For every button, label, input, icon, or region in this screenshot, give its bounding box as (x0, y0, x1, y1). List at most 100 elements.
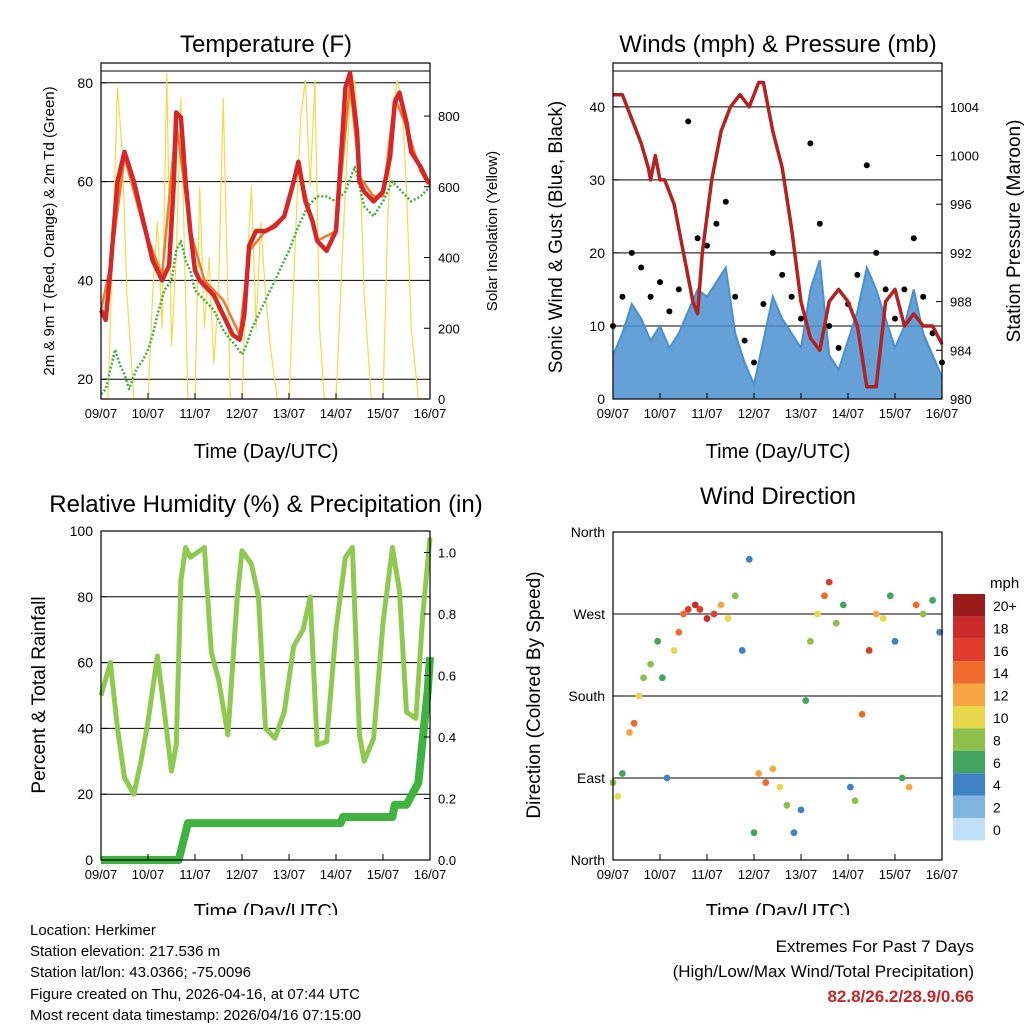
temperature-right-tick-label: 0 (438, 392, 445, 407)
direction-point (670, 647, 678, 654)
series-line-solar-insolation (101, 72, 430, 400)
winds-x-tick-label: 15/07 (879, 406, 912, 421)
colorbar-label: 20+ (993, 598, 1017, 614)
colorbar-swatch (953, 728, 985, 751)
gust-point (863, 162, 870, 169)
winds-right-tick-label: 984 (950, 343, 972, 358)
rh-left-ticks: 0 20 40 60 80 100 (70, 523, 107, 868)
winds-left-tick-label: 10 (589, 318, 605, 334)
winds-title: Winds (mph) & Pressure (mb) (619, 31, 936, 58)
direction-point (790, 829, 798, 837)
gust-point (685, 118, 692, 125)
temperature-x-tick-label: 10/07 (132, 406, 165, 421)
gust-point (816, 220, 823, 227)
rh_precip-x-tick-label: 12/07 (226, 867, 259, 882)
gust-point (779, 271, 786, 278)
winds-ylabel-left: Sonic Wind & Gust (Blue, Black) (546, 101, 567, 373)
rh-panel: Relative Humidity (%) & Precipitation (i… (29, 491, 483, 915)
direction-point (658, 674, 666, 682)
gust-point (892, 315, 898, 322)
temperature-left-tick-label: 60 (77, 174, 93, 190)
wind_direction-x-tick-label: 13/07 (785, 867, 818, 882)
temperature-panel: Temperature (F) 09/07 10/07 11/07 12/07 13/0… (41, 31, 501, 463)
rh_precip-right-tick-label: 0.8 (438, 607, 456, 622)
rh_precip-left-tick-label: 0 (85, 852, 93, 868)
info-latlon: Station lat/lon: 43.0366; -75.0096 (30, 964, 252, 982)
direction-point (647, 660, 654, 668)
direction-point (905, 783, 913, 791)
winds-left-tick-label: 30 (589, 172, 605, 188)
direction-point (717, 601, 725, 609)
colorbar-label: 0 (993, 822, 1001, 838)
gust-point (732, 293, 739, 300)
rh_precip-left-tick-label: 80 (77, 589, 93, 605)
direction-left-ticks: North East South West North (568, 524, 619, 868)
temperature-right-tick-label: 200 (438, 321, 460, 336)
direction-title: Wind Direction (700, 483, 856, 510)
gust-point (619, 293, 626, 300)
colorbar-title: mph (990, 575, 1019, 592)
winds-x-tick-label: 10/07 (644, 406, 677, 421)
winds-left-tick-label: 0 (597, 391, 605, 407)
winds-right-tick-label: 996 (950, 197, 972, 212)
direction-point (619, 770, 626, 777)
wind_direction-x-tick-label: 14/07 (832, 867, 865, 882)
extremes-title: Extremes For Past 7 Days (775, 937, 974, 956)
direction-point (802, 697, 810, 704)
direction-point (936, 628, 944, 636)
direction-point (825, 578, 833, 586)
wind_direction-left-tick-label: West (573, 606, 605, 622)
direction-point (724, 615, 732, 622)
extremes-values: 82.8/26.2/28.9/0.66 (827, 987, 974, 1006)
colorbar-label: 2 (993, 800, 1001, 816)
wind_direction-x-tick-label: 09/07 (597, 867, 630, 882)
direction-point (851, 797, 859, 805)
winds-x-tick-label: 11/07 (691, 406, 723, 421)
rh_precip-x-tick-label: 09/07 (85, 867, 118, 882)
temperature-x-tick-label: 09/07 (85, 406, 118, 421)
info-created: Figure created on Thu, 2026-04-16, at 07… (30, 985, 360, 1003)
direction-point (696, 606, 704, 613)
direction-point (750, 829, 758, 837)
direction-point (680, 610, 687, 618)
direction-point (769, 765, 777, 773)
gust-point (788, 293, 795, 300)
wind_direction-left-tick-label: North (571, 852, 605, 868)
gust-point (638, 264, 645, 271)
winds-x-tick-label: 13/07 (785, 406, 818, 421)
gust-point (854, 271, 861, 278)
gust-point (751, 359, 757, 366)
direction-point (762, 779, 770, 786)
winds-x-tick-label: 09/07 (597, 406, 630, 421)
colorbar-label: 8 (993, 732, 1001, 748)
direction-point (797, 806, 805, 814)
colorbar-swatch (953, 750, 985, 774)
gust-point (873, 249, 880, 256)
gust-point (647, 293, 654, 300)
direction-xlabel: Time (Day/UTC) (706, 901, 851, 915)
direction-point (776, 783, 784, 791)
rh-plot-frame (100, 530, 431, 861)
gust-point (835, 344, 842, 351)
wind_direction-x-tick-label: 12/07 (738, 867, 771, 882)
wind_direction-x-tick-label: 16/07 (926, 867, 959, 882)
gust-point (882, 286, 889, 293)
gust-point (760, 301, 767, 308)
series-line-2m-t (98, 70, 430, 342)
direction-point (865, 647, 873, 654)
direction-point (886, 592, 894, 600)
figure-canvas: Temperature (F) 09/07 10/07 11/07 12/07 13/0… (29, 31, 1024, 915)
rh-ylabel-left: Percent & Total Rainfall (29, 596, 50, 793)
temperature-series (98, 70, 432, 400)
winds-x-tick-label: 14/07 (832, 406, 865, 421)
winds-right-ticks: 980 984 988 992 996 1000 1004 (936, 100, 979, 407)
colorbar-label: 4 (993, 777, 1001, 793)
gust-point (704, 242, 710, 249)
temperature-x-tick-label: 13/07 (273, 406, 306, 421)
colorbar-label: 12 (993, 688, 1009, 704)
gust-point (826, 322, 833, 329)
wind_direction-left-tick-label: North (571, 524, 605, 540)
wind_direction-left-tick-label: South (568, 688, 605, 704)
direction-point (898, 774, 906, 782)
rh_precip-left-tick-label: 60 (77, 655, 93, 671)
